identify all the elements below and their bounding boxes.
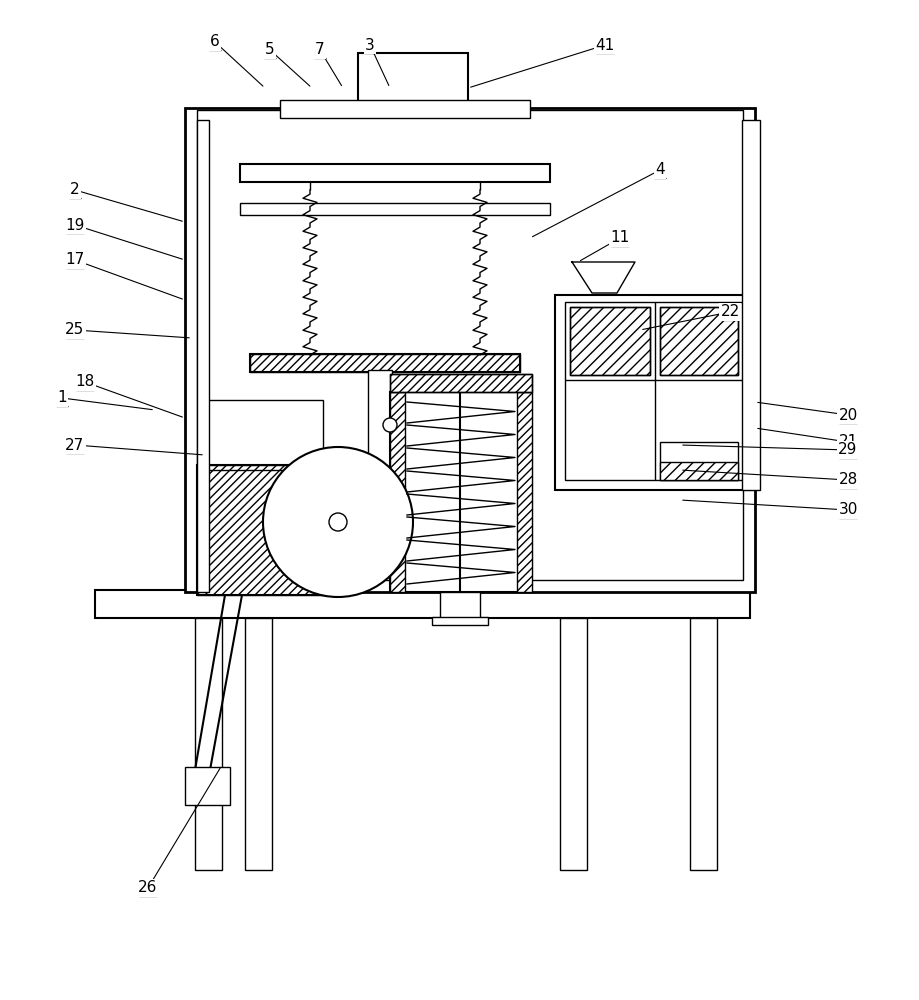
Bar [742, 120, 760, 490]
Text: 19: 19 [65, 218, 85, 232]
Bar [690, 618, 717, 870]
Bar [390, 374, 532, 392]
Text: 18: 18 [75, 374, 95, 389]
Bar [185, 767, 230, 805]
Bar [390, 392, 532, 592]
Text: 2: 2 [70, 182, 80, 198]
Circle shape [329, 513, 347, 531]
Circle shape [383, 418, 397, 432]
Bar [660, 442, 738, 480]
Bar [250, 354, 520, 372]
Bar [240, 203, 550, 215]
Text: 28: 28 [838, 473, 857, 488]
Bar [560, 618, 587, 870]
Bar [660, 307, 738, 375]
Text: 17: 17 [65, 252, 85, 267]
Polygon shape [395, 468, 530, 590]
Bar [660, 307, 738, 375]
Text: 3: 3 [365, 37, 375, 52]
Text: 41: 41 [596, 37, 615, 52]
Text: 25: 25 [65, 322, 85, 338]
Bar [280, 100, 530, 118]
Bar [555, 295, 755, 490]
Text: 7: 7 [315, 42, 324, 57]
Bar [197, 465, 330, 595]
Circle shape [263, 447, 413, 597]
Bar [250, 354, 520, 372]
Text: 27: 27 [65, 438, 85, 452]
Bar [660, 462, 738, 480]
Text: 29: 29 [838, 442, 857, 458]
Bar [245, 618, 272, 870]
Bar [390, 392, 405, 592]
Bar [95, 590, 750, 618]
Bar [197, 120, 209, 592]
Bar [195, 618, 222, 870]
Bar [440, 592, 480, 618]
Bar [390, 374, 532, 392]
Bar [565, 302, 743, 480]
Bar [517, 392, 532, 592]
Bar [432, 617, 488, 625]
Bar [240, 164, 550, 182]
Text: 21: 21 [838, 434, 857, 450]
Bar [197, 110, 743, 580]
Text: 5: 5 [266, 42, 275, 57]
Bar [185, 108, 755, 592]
Text: 30: 30 [838, 502, 857, 518]
Text: 11: 11 [610, 231, 630, 245]
Bar [205, 400, 323, 470]
Text: 26: 26 [139, 880, 158, 896]
Bar [570, 307, 650, 375]
Text: 1: 1 [57, 390, 67, 406]
Polygon shape [572, 262, 635, 293]
Bar [197, 465, 330, 595]
Text: 4: 4 [655, 162, 664, 178]
Bar [358, 53, 468, 108]
Text: 6: 6 [210, 34, 220, 49]
Bar [368, 370, 392, 502]
Bar [570, 307, 650, 375]
Text: 20: 20 [838, 408, 857, 422]
Text: 22: 22 [720, 304, 740, 320]
